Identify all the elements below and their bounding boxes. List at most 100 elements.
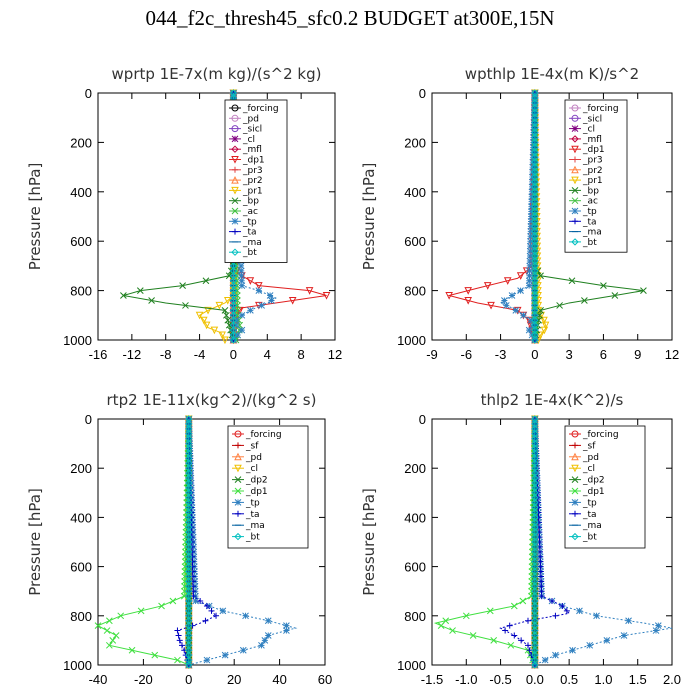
series-marker [234, 297, 241, 304]
series-marker [531, 425, 539, 433]
legend-marker [231, 186, 239, 195]
series-marker [501, 297, 508, 304]
series-marker [449, 627, 456, 634]
series-marker [182, 302, 189, 309]
series-marker [185, 425, 193, 433]
series-marker [174, 656, 181, 664]
series-marker [531, 286, 539, 295]
legend-label: _forcing [242, 104, 279, 114]
x-tick-label: -40 [89, 672, 108, 687]
legend-marker [232, 228, 238, 235]
legend-marker [231, 217, 239, 225]
series-marker [540, 316, 548, 325]
y-tick-label: 400 [404, 185, 426, 200]
legend-label: _ma [242, 238, 262, 248]
panel-title: wpthlp 1E-4x(m K)/s^2 [465, 65, 639, 83]
legend-marker [231, 197, 239, 205]
legend-label: _bt [582, 238, 597, 248]
series-marker [640, 287, 647, 294]
series-marker [229, 286, 238, 295]
series-marker [531, 232, 539, 240]
x-tick-label: -4 [194, 347, 206, 362]
x-tick-label: 40 [272, 672, 286, 687]
series-marker [192, 597, 199, 605]
series-marker [120, 292, 127, 299]
series-marker [213, 612, 220, 619]
series-marker [202, 617, 209, 624]
x-tick-label: -16 [89, 347, 108, 362]
series-marker [185, 484, 193, 492]
series-marker [238, 272, 245, 280]
x-tick-label: -6 [461, 347, 473, 362]
legend-marker [571, 187, 579, 194]
series-marker [462, 612, 470, 620]
series-marker [185, 612, 193, 620]
series-marker [531, 523, 539, 531]
y-axis-label: Pressure [hPa] [360, 163, 378, 271]
x-tick-label: -0.5 [489, 672, 511, 687]
series-marker [202, 277, 210, 285]
legend-label: _pr2 [582, 166, 603, 176]
series-marker [185, 489, 193, 497]
series-marker [283, 622, 290, 629]
y-tick-label: 400 [404, 510, 426, 525]
series-marker [185, 548, 193, 556]
series-marker [512, 307, 520, 314]
series-marker [531, 646, 539, 654]
legend-marker [234, 452, 242, 461]
series-marker [237, 267, 245, 275]
series-marker [185, 636, 193, 645]
legend-label: _dp2 [582, 476, 605, 486]
series-marker [569, 646, 576, 654]
series-marker [531, 237, 539, 245]
series-marker [531, 173, 539, 181]
series-marker [151, 651, 159, 659]
series-marker [511, 632, 518, 639]
series-marker [531, 553, 539, 561]
series-marker [531, 469, 539, 477]
legend: _forcing_sicl_cl_mfl_dp1_pr3_pr2_pr1_bp_… [564, 99, 628, 253]
series-marker [531, 197, 539, 206]
legend-label: _dp1 [242, 156, 265, 166]
legend-label: _forcing [245, 430, 282, 440]
series-marker [518, 637, 525, 644]
legend-marker [571, 532, 579, 541]
series-marker [527, 218, 535, 225]
series-marker [549, 598, 555, 605]
x-tick-label: 0 [185, 672, 192, 687]
legend-label: _cl [245, 464, 258, 474]
series-marker [185, 577, 193, 586]
series-marker [531, 449, 539, 458]
series-marker [531, 242, 539, 250]
series-marker [246, 277, 255, 285]
series-marker [526, 242, 534, 250]
legend-marker [571, 165, 579, 174]
series-marker [185, 641, 193, 650]
y-tick-label: 1000 [63, 333, 92, 348]
x-tick-label: 0.5 [560, 672, 578, 687]
series-marker [531, 291, 539, 300]
series-marker [531, 617, 539, 625]
series-ta [174, 416, 220, 668]
series-marker [531, 321, 539, 329]
series-marker [305, 287, 314, 295]
legend-label: _sf [245, 441, 259, 451]
series-marker [128, 646, 136, 654]
legend-label: _pr1 [582, 176, 603, 186]
series-marker [185, 572, 193, 581]
series-marker [210, 326, 219, 335]
series-marker [531, 272, 539, 280]
legend-marker [571, 135, 579, 143]
y-tick-label: 200 [404, 461, 426, 476]
series-marker [185, 607, 193, 615]
legend-label: _dp2 [245, 476, 268, 486]
series-marker [527, 227, 535, 235]
series-marker [185, 533, 193, 541]
series-marker [531, 498, 539, 507]
x-tick-label: 0 [230, 347, 237, 362]
legend-marker [232, 166, 238, 173]
series-marker [237, 262, 245, 270]
series-marker [531, 188, 539, 196]
series-marker [540, 326, 549, 335]
series-marker [181, 573, 189, 580]
